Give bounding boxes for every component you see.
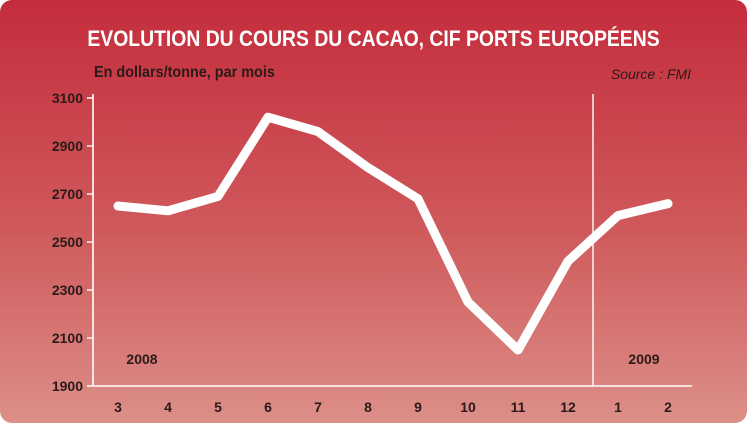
x-tick-label: 8 bbox=[364, 399, 372, 415]
y-tick-label: 1900 bbox=[52, 378, 83, 394]
x-tick-label: 2 bbox=[664, 399, 672, 415]
y-tick-label: 2300 bbox=[52, 282, 83, 298]
chart-title: EVOLUTION DU COURS DU CACAO, CIF PORTS E… bbox=[87, 26, 660, 51]
x-tick-label: 9 bbox=[414, 399, 422, 415]
y-tick-label: 2900 bbox=[52, 138, 83, 154]
chart-subtitle: En dollars/tonne, par mois bbox=[94, 64, 275, 81]
x-tick-label: 10 bbox=[460, 399, 476, 415]
x-tick-label: 11 bbox=[511, 399, 526, 415]
y-tick-label: 2500 bbox=[52, 234, 83, 250]
chart-source: Source : FMI bbox=[610, 66, 691, 82]
x-tick-label: 5 bbox=[214, 399, 222, 415]
x-tick-label: 4 bbox=[164, 399, 172, 415]
year-label-2009: 2009 bbox=[628, 351, 659, 367]
x-tick-label: 3 bbox=[114, 399, 122, 415]
x-tick-label: 1 bbox=[614, 399, 622, 415]
y-tick-label: 2100 bbox=[52, 330, 83, 346]
x-tick-label: 7 bbox=[314, 399, 322, 415]
y-tick-label: 3100 bbox=[52, 90, 83, 106]
x-tick-label: 12 bbox=[560, 399, 576, 415]
year-label-2008: 2008 bbox=[126, 351, 157, 367]
series-line bbox=[113, 112, 673, 355]
x-tick-label: 6 bbox=[264, 399, 272, 415]
y-tick-label: 2700 bbox=[52, 186, 83, 202]
